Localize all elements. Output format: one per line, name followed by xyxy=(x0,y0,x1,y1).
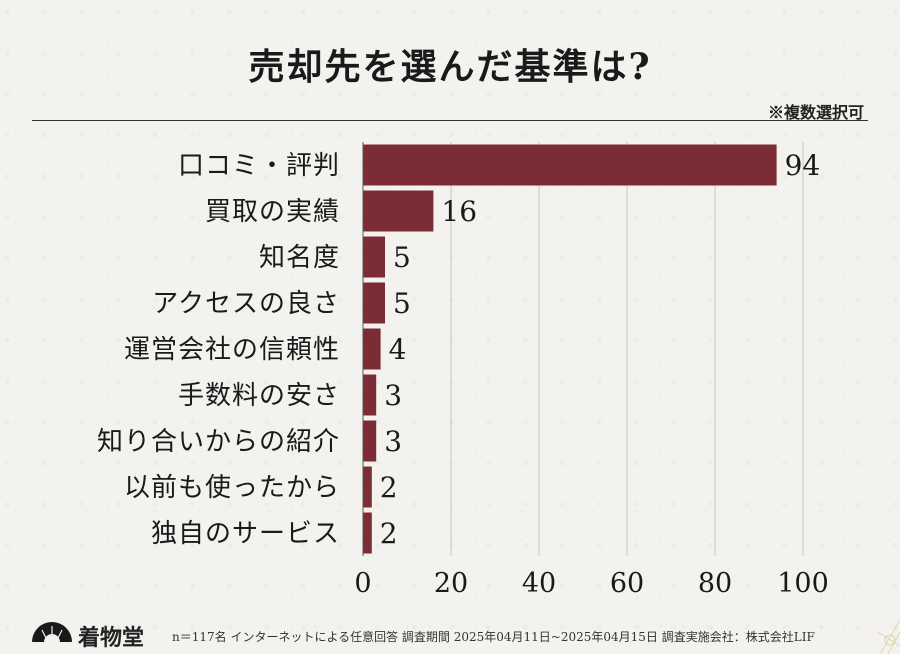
value-label: 2 xyxy=(380,517,398,550)
bar xyxy=(363,512,372,554)
x-tick-label: 60 xyxy=(610,568,644,599)
bar-chart: 口コミ・評判 94 買取の実績 16 知名度 5 アクセスの良さ 5 運営会社の信頼性 4 手数料の… xyxy=(97,142,829,599)
category-label: 運営会社の信頼性 xyxy=(124,335,340,365)
value-label: 16 xyxy=(441,195,477,228)
bar xyxy=(363,282,385,324)
bar xyxy=(363,144,777,186)
category-label: 手数料の安さ xyxy=(178,381,340,411)
bar xyxy=(363,328,381,370)
survey-footnote: n＝117名 インターネットによる任意回答 調査期間 2025年04月11日~2… xyxy=(172,630,815,644)
category-label: アクセスの良さ xyxy=(152,289,340,319)
x-tick-label: 100 xyxy=(777,568,829,599)
category-label: 知名度 xyxy=(259,243,340,273)
brand-logo-text: 着物堂 xyxy=(78,625,145,651)
category-label: 以前も使ったから xyxy=(124,473,340,503)
x-tick-label: 40 xyxy=(522,568,556,599)
value-label: 5 xyxy=(393,287,411,320)
value-label: 2 xyxy=(380,471,398,504)
bar xyxy=(363,374,377,416)
category-label: 口コミ・評判 xyxy=(178,151,340,181)
x-tick-label: 80 xyxy=(698,568,732,599)
category-label: 知り合いからの紹介 xyxy=(97,427,340,457)
multiple-choice-note: ※複数選択可 xyxy=(767,103,864,122)
category-label: 独自のサービス xyxy=(151,519,340,549)
value-label: 4 xyxy=(389,333,407,366)
bar xyxy=(363,466,372,508)
value-label: 3 xyxy=(384,425,402,458)
footer: 着物堂 n＝117名 インターネットによる任意回答 調査期間 2025年04月1… xyxy=(0,612,900,654)
bar xyxy=(363,190,434,232)
page-title: 売却先を選んだ基準は? xyxy=(248,46,652,88)
corner-ornament-icon xyxy=(877,619,900,654)
bar xyxy=(363,420,377,462)
bar xyxy=(363,236,385,278)
x-tick-label: 20 xyxy=(434,568,468,599)
title-divider xyxy=(32,120,868,121)
value-label: 94 xyxy=(785,149,821,182)
category-label: 買取の実績 xyxy=(205,197,340,227)
fan-logo-icon xyxy=(32,622,72,642)
value-label: 5 xyxy=(393,241,411,274)
x-tick-label: 0 xyxy=(354,568,371,599)
value-label: 3 xyxy=(384,379,402,412)
